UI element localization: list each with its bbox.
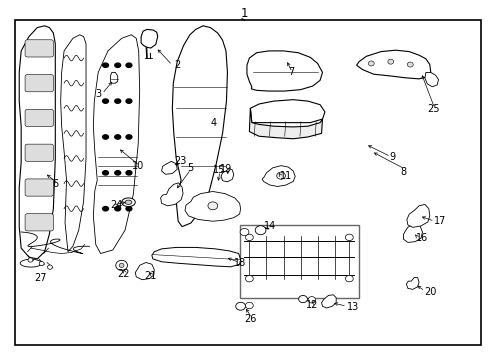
- Text: 7: 7: [287, 67, 293, 77]
- Text: 5: 5: [186, 163, 193, 173]
- Polygon shape: [321, 295, 335, 308]
- FancyBboxPatch shape: [25, 40, 53, 57]
- Text: 15: 15: [212, 165, 225, 175]
- FancyBboxPatch shape: [25, 179, 53, 196]
- Ellipse shape: [255, 226, 265, 235]
- Circle shape: [115, 63, 121, 67]
- Polygon shape: [184, 192, 240, 221]
- Text: 17: 17: [433, 216, 445, 226]
- Polygon shape: [403, 224, 422, 242]
- Circle shape: [102, 207, 108, 211]
- Text: 13: 13: [346, 302, 358, 312]
- Text: 14: 14: [264, 221, 276, 231]
- Circle shape: [102, 63, 108, 67]
- Circle shape: [115, 135, 121, 139]
- FancyBboxPatch shape: [25, 75, 53, 92]
- Ellipse shape: [240, 228, 248, 235]
- Ellipse shape: [276, 172, 285, 179]
- Ellipse shape: [345, 234, 352, 240]
- Polygon shape: [424, 72, 438, 87]
- Ellipse shape: [367, 61, 373, 66]
- Polygon shape: [406, 278, 418, 289]
- Text: 9: 9: [388, 152, 395, 162]
- Polygon shape: [93, 35, 140, 253]
- Circle shape: [126, 171, 132, 175]
- Polygon shape: [249, 108, 322, 139]
- Ellipse shape: [345, 275, 352, 282]
- Text: 1: 1: [240, 7, 248, 20]
- Circle shape: [126, 63, 132, 67]
- Polygon shape: [246, 51, 322, 91]
- Ellipse shape: [298, 296, 307, 303]
- Polygon shape: [161, 161, 177, 174]
- Polygon shape: [160, 183, 183, 206]
- Polygon shape: [172, 26, 227, 226]
- FancyBboxPatch shape: [25, 144, 53, 161]
- Circle shape: [102, 171, 108, 175]
- Ellipse shape: [407, 62, 412, 67]
- Polygon shape: [135, 262, 154, 280]
- Ellipse shape: [245, 275, 253, 282]
- Polygon shape: [406, 204, 429, 227]
- Text: 19: 19: [220, 163, 232, 174]
- Text: 8: 8: [400, 167, 406, 177]
- Ellipse shape: [245, 234, 253, 240]
- FancyBboxPatch shape: [25, 109, 53, 127]
- Circle shape: [115, 171, 121, 175]
- Text: 22: 22: [117, 269, 129, 279]
- Polygon shape: [250, 100, 325, 123]
- Text: 18: 18: [233, 258, 245, 268]
- Circle shape: [102, 135, 108, 139]
- Polygon shape: [356, 50, 430, 79]
- Text: 16: 16: [415, 233, 427, 243]
- Ellipse shape: [122, 198, 135, 207]
- Text: 27: 27: [34, 273, 47, 283]
- Text: 24: 24: [110, 200, 122, 210]
- Text: 10: 10: [132, 161, 144, 171]
- Text: 26: 26: [244, 314, 257, 324]
- Text: 23: 23: [174, 156, 186, 166]
- Circle shape: [126, 99, 132, 103]
- Polygon shape: [221, 168, 233, 182]
- Ellipse shape: [39, 261, 44, 266]
- Circle shape: [126, 207, 132, 211]
- Circle shape: [126, 135, 132, 139]
- Bar: [239, 225, 358, 298]
- Polygon shape: [19, 26, 55, 259]
- Text: 2: 2: [173, 60, 180, 70]
- Ellipse shape: [235, 302, 245, 310]
- Polygon shape: [152, 247, 240, 267]
- Ellipse shape: [307, 297, 315, 303]
- Circle shape: [102, 99, 108, 103]
- Text: 21: 21: [144, 271, 157, 281]
- Text: 11: 11: [279, 171, 291, 181]
- Ellipse shape: [387, 59, 393, 64]
- Circle shape: [115, 99, 121, 103]
- Text: 6: 6: [52, 179, 58, 189]
- Text: 25: 25: [427, 104, 439, 114]
- Ellipse shape: [47, 265, 52, 269]
- Polygon shape: [262, 166, 295, 186]
- FancyBboxPatch shape: [25, 214, 53, 231]
- Text: 4: 4: [210, 118, 216, 128]
- Text: 20: 20: [423, 287, 435, 297]
- Polygon shape: [61, 35, 86, 252]
- Circle shape: [115, 207, 121, 211]
- Ellipse shape: [28, 258, 33, 262]
- Ellipse shape: [207, 202, 217, 210]
- Ellipse shape: [119, 263, 124, 267]
- Polygon shape: [110, 72, 118, 83]
- Text: 12: 12: [305, 300, 317, 310]
- Polygon shape: [141, 30, 158, 48]
- Ellipse shape: [245, 302, 253, 309]
- Text: 3: 3: [96, 89, 102, 99]
- Ellipse shape: [125, 200, 132, 204]
- Ellipse shape: [116, 260, 127, 270]
